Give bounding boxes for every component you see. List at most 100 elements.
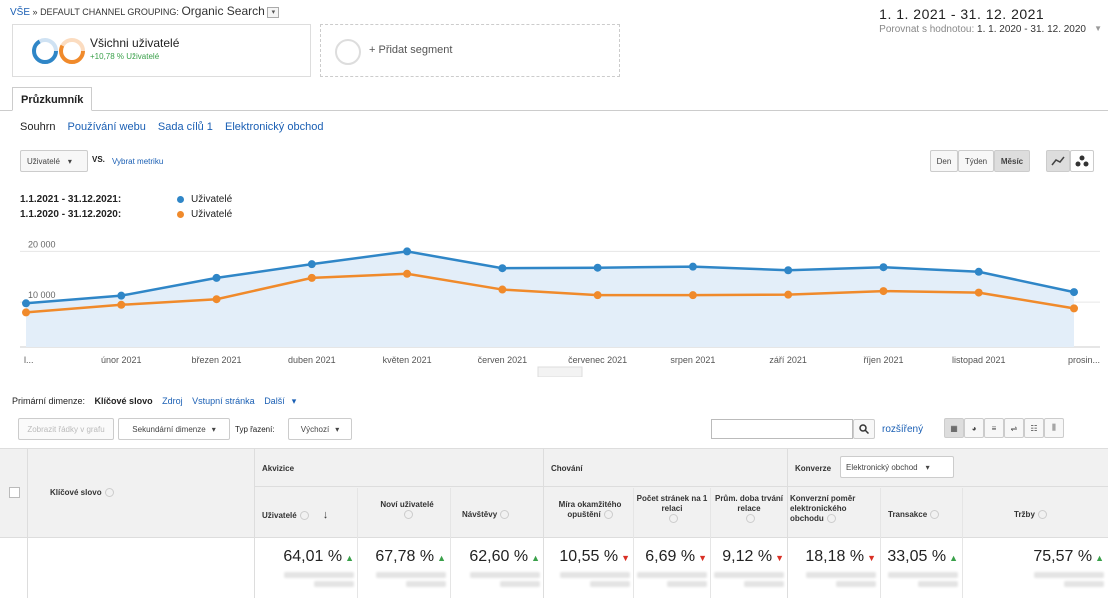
series-line-2021 [25, 250, 1075, 305]
breadcrumb-dropdown-icon[interactable]: ▾ [267, 7, 280, 19]
breadcrumb-grouping: DEFAULT CHANNEL GROUPING: [40, 7, 179, 17]
bar-view-icon[interactable]: ≡ [984, 418, 1004, 438]
pie-view-icon[interactable]: ◕ [964, 418, 984, 438]
sort-type-select[interactable]: Výchozí ▾ [288, 418, 352, 440]
total-value: 10,55 % ▼ [559, 548, 630, 566]
table-toolbar: Zobrazit řádky v grafu Sekundární dimenz… [18, 418, 1108, 440]
redacted-detail [470, 572, 540, 578]
compare-prefix: Porovnat s hodnotou: [879, 24, 975, 35]
dimension-landing-page[interactable]: Vstupní stránka [192, 396, 255, 406]
col-revenue[interactable]: Tržby [1014, 510, 1047, 520]
total-value: 18,18 % ▼ [805, 548, 876, 566]
redacted-detail [314, 581, 354, 587]
trend-up-icon: ▲ [949, 553, 958, 563]
legend-row-2020: 1.1.2020 - 31.12.2020: Uživatelé [20, 207, 232, 222]
breadcrumb-all-link[interactable]: VŠE [10, 7, 31, 18]
keyword-column-header[interactable]: Klíčové slovo [50, 488, 114, 498]
col-label: Míra okamžitého opuštění [558, 500, 622, 519]
col-transactions[interactable]: Transakce [888, 510, 940, 520]
comparison-view-icon[interactable]: ⇌ [1004, 418, 1024, 438]
total-percent: 33,05 % [887, 548, 947, 565]
redacted-detail [500, 581, 540, 587]
col-users[interactable]: Uživatelé ↓ [262, 510, 328, 521]
total-percent: 18,18 % [805, 548, 865, 565]
redacted-detail [806, 572, 876, 578]
conversion-select[interactable]: Elektronický obchod ▾ [840, 456, 954, 478]
term-cloud-icon[interactable]: ☷ [1024, 418, 1044, 438]
redacted-detail [836, 581, 876, 587]
x-tick-label: září 2021 [769, 355, 807, 365]
total-value: 33,05 % ▲ [887, 548, 958, 566]
x-tick-label: srpen 2021 [670, 355, 715, 365]
primary-dimension-bar: Primární dimenze: Klíčové slovo Zdroj Vs… [12, 396, 303, 407]
secondary-dimension-select[interactable]: Sekundární dimenze ▾ [118, 418, 230, 440]
help-icon[interactable] [826, 514, 836, 524]
legend-dot-blue [177, 196, 184, 203]
help-icon[interactable] [603, 510, 613, 520]
chart-legend: 1.1.2021 - 31.12.2021: Uživatelé 1.1.202… [20, 192, 232, 222]
add-segment-card[interactable]: + Přidat segment [320, 24, 620, 77]
total-percent: 10,55 % [559, 548, 619, 565]
table-view-icon[interactable]: ▦ [944, 418, 964, 438]
col-bounce-rate[interactable]: Míra okamžitého opuštění [548, 500, 632, 520]
col-sessions[interactable]: Návštěvy [462, 510, 510, 520]
search-icon[interactable] [853, 419, 875, 439]
help-icon[interactable] [299, 511, 309, 521]
data-point-2021 [879, 263, 888, 272]
help-icon[interactable] [669, 514, 678, 524]
sort-type-label: Typ řazení: [235, 425, 275, 434]
dimension-keyword[interactable]: Klíčové slovo [94, 396, 153, 406]
metric-select[interactable]: Uživatelé ▾ [20, 150, 88, 172]
redacted-detail [406, 581, 446, 587]
advanced-filter-link[interactable]: rozšířený [882, 424, 924, 435]
help-icon[interactable] [1037, 510, 1047, 520]
subnav-summary[interactable]: Souhrn [20, 121, 56, 133]
data-point-2020 [974, 288, 983, 297]
segment-card-all-users[interactable]: Všichni uživatelé +10,78 % Uživatelé [12, 24, 311, 77]
vs-label: VS. [92, 155, 105, 164]
table-search-input[interactable] [711, 419, 853, 439]
tab-explorer[interactable]: Průzkumník [12, 87, 93, 111]
breadcrumb-separator: » [32, 7, 38, 17]
compare-value: 1. 1. 2020 - 31. 12. 2020 [977, 24, 1086, 35]
data-point-2020 [784, 290, 793, 299]
date-range-caret-icon[interactable]: ▼ [1094, 24, 1102, 33]
col-avg-session-duration[interactable]: Prům. doba trvání relace [712, 494, 786, 524]
motion-chart-icon[interactable] [1070, 150, 1094, 172]
x-tick-label: prosin... [1068, 355, 1100, 365]
help-icon[interactable] [104, 488, 114, 498]
y-tick-label: 10 000 [28, 290, 56, 300]
total-percent: 64,01 % [283, 548, 343, 565]
breadcrumb-segment: Organic Search [181, 4, 265, 18]
subnav-goal-set-1[interactable]: Sada cílů 1 [157, 121, 213, 133]
col-ecommerce-conversion-rate[interactable]: Konverzní poměr elektronického obchodu [790, 494, 878, 524]
help-icon[interactable] [746, 514, 755, 524]
dimension-more[interactable]: Další [264, 396, 285, 406]
dimension-source[interactable]: Zdroj [162, 396, 183, 406]
granularity-week[interactable]: Týden [958, 150, 994, 172]
granularity-day[interactable]: Den [930, 150, 958, 172]
granularity-month[interactable]: Měsíc [994, 150, 1030, 172]
chevron-down-icon: ▾ [925, 462, 930, 472]
data-point-2021 [307, 260, 316, 269]
legend-name: Uživatelé [191, 194, 233, 205]
legend-row-2021: 1.1.2021 - 31.12.2021: Uživatelé [20, 192, 232, 207]
help-icon[interactable] [404, 510, 413, 520]
plot-rows-button[interactable]: Zobrazit řádky v grafu [18, 418, 114, 440]
pivot-view-icon[interactable]: ⫼ [1044, 418, 1064, 438]
col-pages-per-session[interactable]: Počet stránek na 1 relaci [636, 494, 708, 524]
help-icon[interactable] [930, 510, 940, 520]
x-tick-label: l... [24, 355, 34, 365]
data-point-2021 [1070, 288, 1078, 297]
data-point-2021 [784, 266, 793, 275]
subnav-site-usage[interactable]: Používání webu [67, 121, 146, 133]
col-new-users[interactable]: Noví uživatelé [362, 500, 452, 520]
x-tick-label: květen 2021 [383, 355, 432, 365]
subnav-ecommerce[interactable]: Elektronický obchod [225, 121, 324, 133]
line-chart-icon[interactable] [1046, 150, 1070, 172]
pick-metric-link[interactable]: Vybrat metriku [112, 157, 164, 166]
col-label: Prům. doba trvání relace [714, 494, 783, 513]
select-all-checkbox[interactable] [9, 487, 20, 498]
help-icon[interactable] [500, 510, 510, 520]
date-range-picker[interactable]: 1. 1. 2021 - 31. 12. 2021 Porovnat s hod… [879, 6, 1102, 35]
